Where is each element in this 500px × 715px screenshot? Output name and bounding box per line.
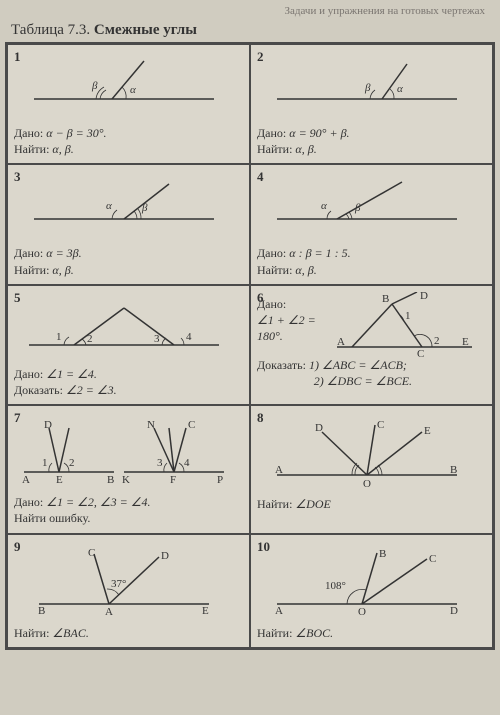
cell-6: 6 Дано: ∠1 + ∠2 = 180°. A B C D E 1 2 <box>250 285 493 405</box>
svg-text:A: A <box>105 606 113 618</box>
svg-text:1: 1 <box>405 310 411 322</box>
svg-text:B: B <box>38 605 45 617</box>
svg-text:E: E <box>202 605 209 617</box>
svg-text:A: A <box>337 336 345 348</box>
svg-text:4: 4 <box>184 457 190 469</box>
svg-text:B: B <box>382 293 389 305</box>
beta-label: β <box>364 82 371 94</box>
diagram-5: 1 2 3 4 <box>14 300 243 360</box>
cell-8: 8 A B O D C E Найти: ∠DOE <box>250 405 493 533</box>
svg-text:E: E <box>56 474 63 486</box>
svg-text:D: D <box>450 605 458 617</box>
problem-text: Дано: α − β = 30°. Найти: α, β. <box>14 125 243 157</box>
svg-text:D: D <box>315 422 323 434</box>
problem-text: Найти: ∠BAC. <box>14 625 243 641</box>
cell-9: 9 B A E C D 37° Найти: ∠BAC. <box>7 534 250 648</box>
svg-text:37°: 37° <box>111 578 126 590</box>
svg-text:A: A <box>275 464 283 476</box>
angle-3: 3 <box>154 333 160 345</box>
svg-text:108°: 108° <box>325 580 346 592</box>
problem-text: Дано: ∠1 = ∠4. Доказать: ∠2 = ∠3. <box>14 366 243 398</box>
svg-text:E: E <box>462 336 469 348</box>
diagram-3: α β <box>14 179 243 239</box>
angle-4: 4 <box>186 331 192 343</box>
diagram-6: A B C D E 1 2 <box>332 292 477 357</box>
alpha-label: α <box>397 83 403 95</box>
cell-10: 10 A O D B C 108° Найти: ∠BOC. <box>250 534 493 648</box>
problem-grid: 1 β α Дано: α − β = 30°. Найти: α, β. 2 … <box>5 42 495 650</box>
diagram-2: β α <box>257 59 486 119</box>
problem-text: Найти: ∠BOC. <box>257 625 486 641</box>
svg-text:O: O <box>363 478 371 490</box>
table-name: Смежные углы <box>94 22 197 38</box>
cell-1: 1 β α Дано: α − β = 30°. Найти: α, β. <box>7 44 250 164</box>
problem-text: Доказать: 1) ∠ABC = ∠ACB; Доказать: 2) ∠… <box>257 357 486 389</box>
angle-1: 1 <box>56 331 62 343</box>
svg-text:A: A <box>275 605 283 617</box>
alpha-label: α <box>130 84 136 96</box>
problem-text: Дано: ∠1 = ∠2, ∠3 = ∠4. Найти ошибку. <box>14 494 243 526</box>
cell-number: 6 <box>257 290 264 306</box>
page-header-cut: Задачи и упражнения на готовых чертежах <box>5 5 495 17</box>
diagram-10: A O D B C 108° <box>257 549 486 619</box>
svg-text:E: E <box>424 425 431 437</box>
cell-3: 3 α β Дано: α = 3β. Найти: α, β. <box>7 164 250 284</box>
cell-5: 5 1 2 3 4 Дано: ∠1 = ∠4. Доказать: ∠2 = … <box>7 285 250 405</box>
cell-7: 7 1 2 A E B D 3 4 K F P N C <box>7 405 250 533</box>
svg-text:B: B <box>107 474 114 486</box>
svg-text:F: F <box>170 474 176 486</box>
diagram-4: α β <box>257 179 486 239</box>
svg-text:3: 3 <box>157 457 163 469</box>
svg-text:2: 2 <box>434 335 440 347</box>
svg-text:O: O <box>358 606 366 618</box>
problem-text: Дано: α = 3β. Найти: α, β. <box>14 245 243 277</box>
svg-text:C: C <box>88 549 95 559</box>
svg-text:C: C <box>417 348 424 357</box>
svg-text:C: C <box>429 553 436 565</box>
diagram-9: B A E C D 37° <box>14 549 243 619</box>
svg-text:P: P <box>217 474 223 486</box>
svg-text:D: D <box>420 292 428 302</box>
problem-text: Дано: α : β = 1 : 5. Найти: α, β. <box>257 245 486 277</box>
svg-text:2: 2 <box>69 457 75 469</box>
alpha-label: α <box>321 200 327 212</box>
svg-text:N: N <box>147 420 155 431</box>
svg-text:A: A <box>22 474 30 486</box>
svg-text:C: C <box>377 420 384 431</box>
alpha-label: α <box>106 200 112 212</box>
svg-text:D: D <box>161 550 169 562</box>
svg-text:1: 1 <box>42 457 48 469</box>
diagram-8: A B O D C E <box>257 420 486 490</box>
beta-label: β <box>141 202 148 214</box>
svg-text:D: D <box>44 420 52 431</box>
svg-text:B: B <box>450 464 457 476</box>
problem-text: Дано: α = 90° + β. Найти: α, β. <box>257 125 486 157</box>
cell-4: 4 α β Дано: α : β = 1 : 5. Найти: α, β. <box>250 164 493 284</box>
svg-text:C: C <box>188 420 195 431</box>
cell-2: 2 β α Дано: α = 90° + β. Найти: α, β. <box>250 44 493 164</box>
svg-text:B: B <box>379 549 386 560</box>
svg-text:K: K <box>122 474 130 486</box>
diagram-1: β α <box>14 59 243 119</box>
table-title: Таблица 7.3. Смежные углы <box>5 19 495 42</box>
diagram-7: 1 2 A E B D 3 4 K F P N C <box>14 420 243 488</box>
problem-text: Найти: ∠DOE <box>257 496 486 512</box>
beta-label: β <box>354 202 361 214</box>
given-text: Дано: ∠1 + ∠2 = 180°. <box>257 292 332 357</box>
table-number: Таблица 7.3. <box>11 22 90 38</box>
beta-label: β <box>91 80 98 92</box>
angle-2: 2 <box>87 333 93 345</box>
